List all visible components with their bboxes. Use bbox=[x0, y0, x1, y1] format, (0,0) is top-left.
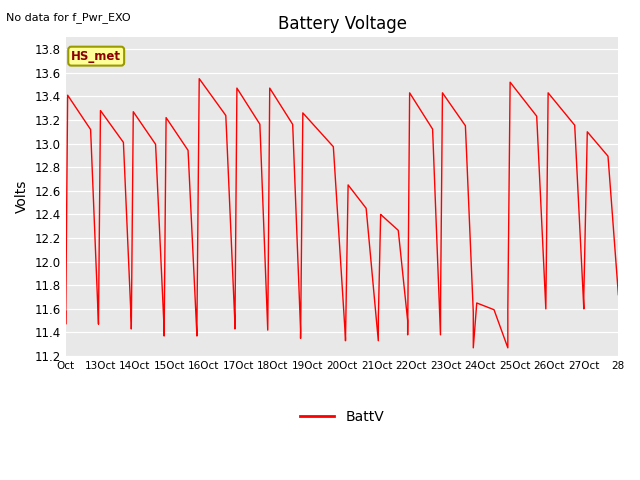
Legend: BattV: BattV bbox=[294, 405, 390, 430]
Y-axis label: Volts: Volts bbox=[15, 180, 29, 214]
Text: No data for f_Pwr_EXO: No data for f_Pwr_EXO bbox=[6, 12, 131, 23]
Title: Battery Voltage: Battery Voltage bbox=[278, 15, 406, 33]
Text: HS_met: HS_met bbox=[71, 49, 121, 63]
